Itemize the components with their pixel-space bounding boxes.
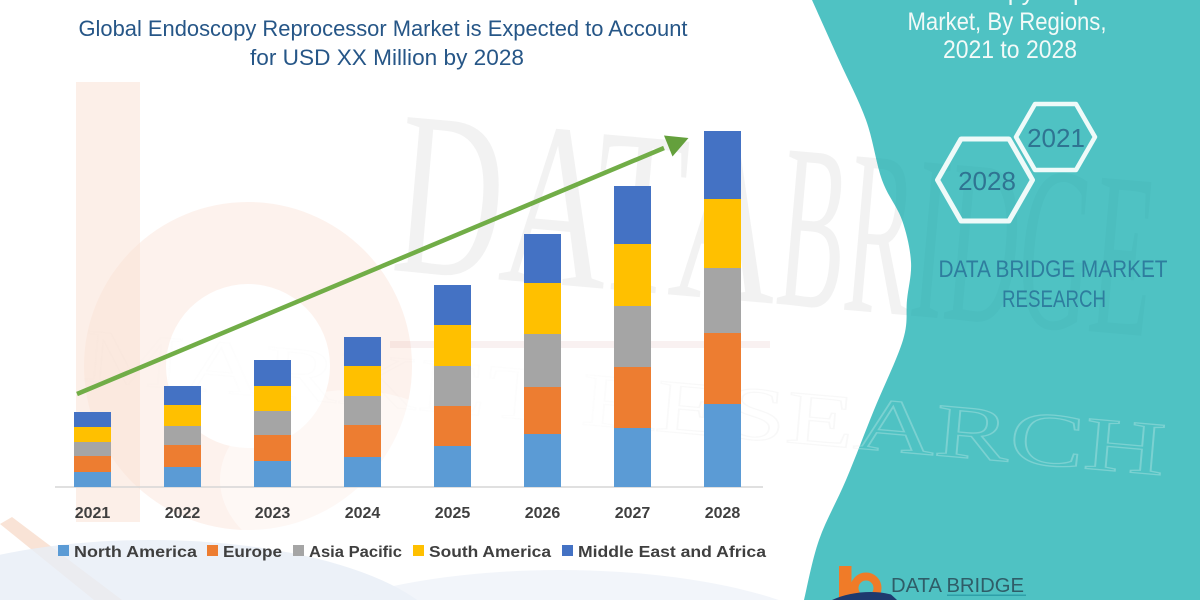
- svg-text:South America: South America: [429, 544, 551, 561]
- svg-text:2023: 2023: [255, 505, 291, 522]
- svg-text:2024: 2024: [345, 505, 381, 522]
- svg-text:Europe: Europe: [223, 544, 282, 561]
- svg-text:2021 to 2028: 2021 to 2028: [943, 36, 1077, 64]
- svg-text:2027: 2027: [615, 505, 651, 522]
- svg-text:2021: 2021: [75, 505, 111, 522]
- svg-text:2021: 2021: [1027, 123, 1085, 153]
- svg-text:Market, By Regions,: Market, By Regions,: [908, 8, 1107, 36]
- svg-text:2022: 2022: [165, 505, 201, 522]
- svg-text:North America: North America: [74, 544, 197, 561]
- svg-text:2028: 2028: [705, 505, 741, 522]
- svg-text:2026: 2026: [525, 505, 561, 522]
- svg-text:2028: 2028: [958, 166, 1016, 196]
- svg-text:2025: 2025: [435, 505, 471, 522]
- svg-text:DATA BRIDGE MARKET: DATA BRIDGE MARKET: [939, 256, 1168, 283]
- svg-text:Middle East and Africa: Middle East and Africa: [578, 544, 766, 561]
- svg-text:Global Endoscopy Reprocessor: Global Endoscopy Reprocessor: [831, 0, 1183, 6]
- svg-text:Global Endoscopy Reprocessor M: Global Endoscopy Reprocessor Market is E…: [79, 16, 688, 41]
- svg-text:RESEARCH: RESEARCH: [1002, 286, 1106, 313]
- svg-text:DATA BRIDGE: DATA BRIDGE: [891, 575, 1024, 597]
- svg-text:Asia Pacific: Asia Pacific: [309, 544, 402, 561]
- svg-text:for USD XX Million by 2028: for USD XX Million by 2028: [250, 45, 524, 70]
